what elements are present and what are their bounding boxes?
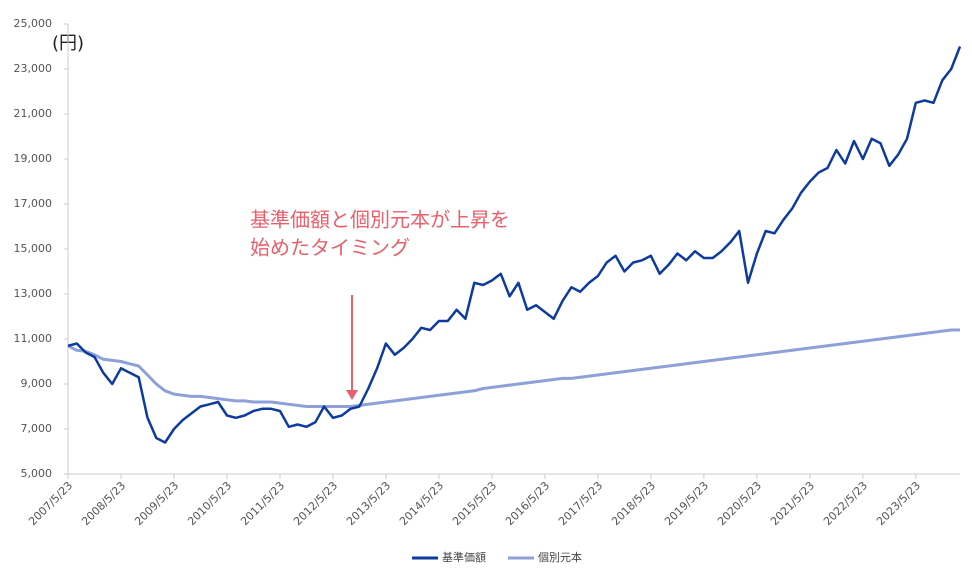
legend-label: 個別元本 xyxy=(538,550,582,564)
y-tick-label: 19,000 xyxy=(14,152,53,165)
x-tick-label: 2017/5/23 xyxy=(556,479,605,528)
x-tick-label: 2009/5/23 xyxy=(132,479,181,528)
x-tick-label: 2022/5/23 xyxy=(821,479,870,528)
x-tick-label: 2018/5/23 xyxy=(609,479,658,528)
y-tick-label: 13,000 xyxy=(14,287,53,300)
y-tick-label: 17,000 xyxy=(14,197,53,210)
x-tick-label: 2008/5/23 xyxy=(79,479,128,528)
x-tick-label: 2014/5/23 xyxy=(397,479,446,528)
annotation: 基準価額と個別元本が上昇を xyxy=(250,208,510,232)
x-tick-label: 2021/5/23 xyxy=(768,479,817,528)
y-tick-label: 23,000 xyxy=(14,62,53,75)
y-tick-label: 7,000 xyxy=(21,422,53,435)
x-tick-label: 2023/5/23 xyxy=(874,479,923,528)
legend-label: 基準価額 xyxy=(442,550,486,564)
x-tick-label: 2013/5/23 xyxy=(344,479,393,528)
y-tick-label: 25,000 xyxy=(14,17,53,30)
x-tick-label: 2010/5/23 xyxy=(185,479,234,528)
y-tick-label: 15,000 xyxy=(14,242,53,255)
annotation-arrowhead xyxy=(346,390,358,400)
y-tick-label: 9,000 xyxy=(21,377,53,390)
annotation: 始めたタイミング xyxy=(250,236,410,260)
x-tick-label: 2007/5/23 xyxy=(26,479,75,528)
y-tick-label: 5,000 xyxy=(21,467,53,480)
x-tick-label: 2012/5/23 xyxy=(291,479,340,528)
y-tick-label: 11,000 xyxy=(14,332,53,345)
x-tick-label: 2019/5/23 xyxy=(662,479,711,528)
y-tick-label: 21,000 xyxy=(14,107,53,120)
x-tick-label: 2020/5/23 xyxy=(715,479,764,528)
x-tick-label: 2015/5/23 xyxy=(450,479,499,528)
x-tick-label: 2016/5/23 xyxy=(503,479,552,528)
series-line xyxy=(67,328,960,408)
x-tick-label: 2011/5/23 xyxy=(238,479,287,528)
series-line xyxy=(67,46,962,444)
